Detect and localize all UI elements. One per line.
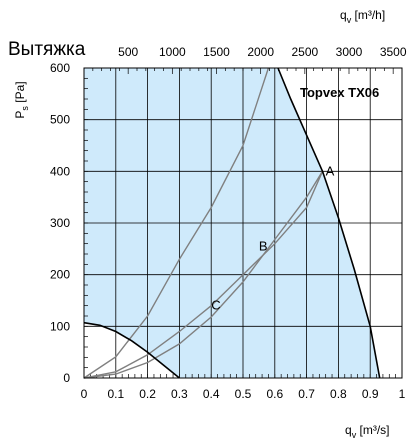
x-bottom-axis-title: qv [m³/s]: [345, 423, 390, 440]
x-top-tick-label: 500: [118, 45, 138, 59]
y-axis-title: Ps [Pa]: [13, 81, 30, 118]
x-top-tick-label: 2500: [291, 45, 318, 59]
x-bottom-tick-label: 0.4: [203, 387, 220, 401]
x-top-tick-label: 1000: [159, 45, 186, 59]
system-curve-b: [83, 67, 270, 379]
x-bottom-axis-label-sub: v: [352, 430, 357, 440]
x-bottom-tick-label: 0.6: [266, 387, 283, 401]
min-performance-curve: [83, 321, 180, 379]
y-axis-label-sub: s: [20, 106, 30, 111]
y-tick-label: 600: [50, 61, 70, 75]
x-bottom-tick-label: 0.1: [107, 387, 124, 401]
system-curve-c: [83, 171, 324, 379]
x-bottom-tick-label: 0.5: [235, 387, 252, 401]
y-tick-label: 100: [50, 319, 70, 333]
curve-label-b: B: [259, 238, 268, 253]
x-top-tick-label: 2000: [247, 45, 274, 59]
x-top-axis-title: qv [m³/h]: [340, 8, 385, 25]
x-bottom-tick-label: 0.8: [330, 387, 347, 401]
curve-label-c: C: [211, 298, 220, 313]
curve-label-a: A: [326, 163, 335, 178]
y-axis-label-unit: [Pa]: [13, 81, 27, 106]
x-bottom-tick-label: 0.7: [298, 387, 315, 401]
y-tick-label: 0: [63, 371, 70, 385]
x-bottom-tick-label: 0.2: [139, 387, 156, 401]
x-top-axis-label-unit: [m³/h]: [351, 8, 385, 22]
x-bottom-axis-label: q: [345, 423, 352, 437]
plot-area: 0 0.1 0.2 0.3 0.4 0.5 0.6 0.7 0.8 0.9 1500 1000 1500…: [50, 45, 407, 401]
plot-frame: [83, 67, 403, 379]
x-top-axis-label: q: [340, 8, 347, 22]
system-curve-a: [83, 170, 324, 379]
x-bottom-tick-label: 1: [399, 387, 406, 401]
x-top-tick-label: 3000: [336, 45, 363, 59]
x-top-tick-label: 1500: [203, 45, 230, 59]
y-tick-label: 400: [50, 164, 70, 178]
model-label: Topvex TX06: [300, 85, 379, 100]
max-performance-curve: [277, 67, 381, 379]
chart-title: Вытяжка: [8, 39, 86, 60]
y-tick-label: 500: [50, 113, 70, 127]
x-bottom-axis-label-unit: [m³/s]: [356, 423, 389, 437]
x-top-axis-label-sub: v: [347, 15, 352, 25]
x-top-tick-label: 3500: [380, 45, 407, 59]
svg-text:Ps [Pa]: Ps [Pa]: [13, 81, 30, 118]
x-bottom-tick-label: 0: [81, 387, 88, 401]
x-bottom-tick-label: 0.3: [171, 387, 188, 401]
y-axis-label: P: [13, 111, 27, 119]
x-bottom-tick-label: 0.9: [362, 387, 379, 401]
y-tick-label: 300: [50, 216, 70, 230]
y-tick-label: 200: [50, 268, 70, 282]
